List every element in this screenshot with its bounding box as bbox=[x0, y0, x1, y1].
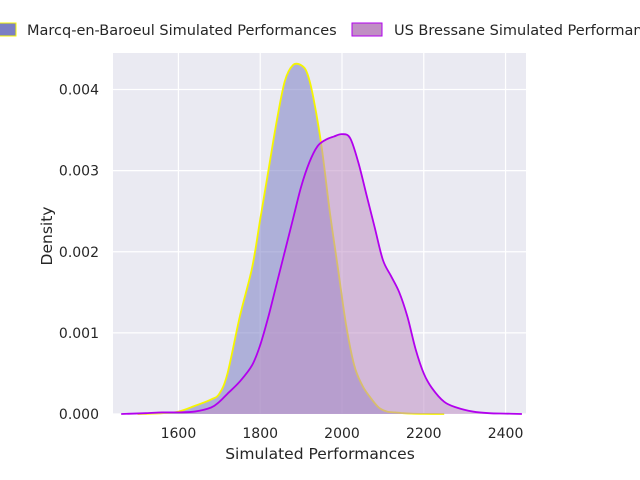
legend-swatch-marcq bbox=[0, 22, 17, 37]
x-tick-label: 1600 bbox=[161, 426, 197, 442]
y-tick-label: 0.001 bbox=[59, 326, 99, 342]
legend-label-bressane: US Bressane Simulated Performances bbox=[394, 23, 640, 39]
y-axis-ticks: 0.000 0.001 0.002 0.003 0.004 bbox=[59, 83, 99, 423]
y-tick-label: 0.002 bbox=[59, 245, 99, 261]
x-tick-label: 1800 bbox=[242, 426, 278, 442]
x-tick-label: 2000 bbox=[324, 426, 360, 442]
x-axis-ticks: 1600 1800 2000 2200 2400 bbox=[161, 426, 524, 442]
legend: Marcq-en-Baroeul Simulated Performances … bbox=[0, 22, 640, 39]
y-axis-title: Density bbox=[38, 207, 56, 266]
y-tick-label: 0.000 bbox=[59, 407, 99, 423]
series-layer bbox=[121, 62, 522, 415]
x-tick-label: 2200 bbox=[406, 426, 442, 442]
y-tick-label: 0.003 bbox=[59, 164, 99, 180]
legend-swatch-bressane bbox=[351, 22, 383, 37]
x-tick-label: 2400 bbox=[488, 426, 524, 442]
series-line-bressane bbox=[121, 133, 522, 415]
y-tick-label: 0.004 bbox=[59, 83, 99, 99]
series-area-bressane bbox=[121, 134, 522, 414]
x-axis-title: Simulated Performances bbox=[225, 445, 415, 463]
legend-label-marcq: Marcq-en-Baroeul Simulated Performances bbox=[27, 23, 337, 39]
